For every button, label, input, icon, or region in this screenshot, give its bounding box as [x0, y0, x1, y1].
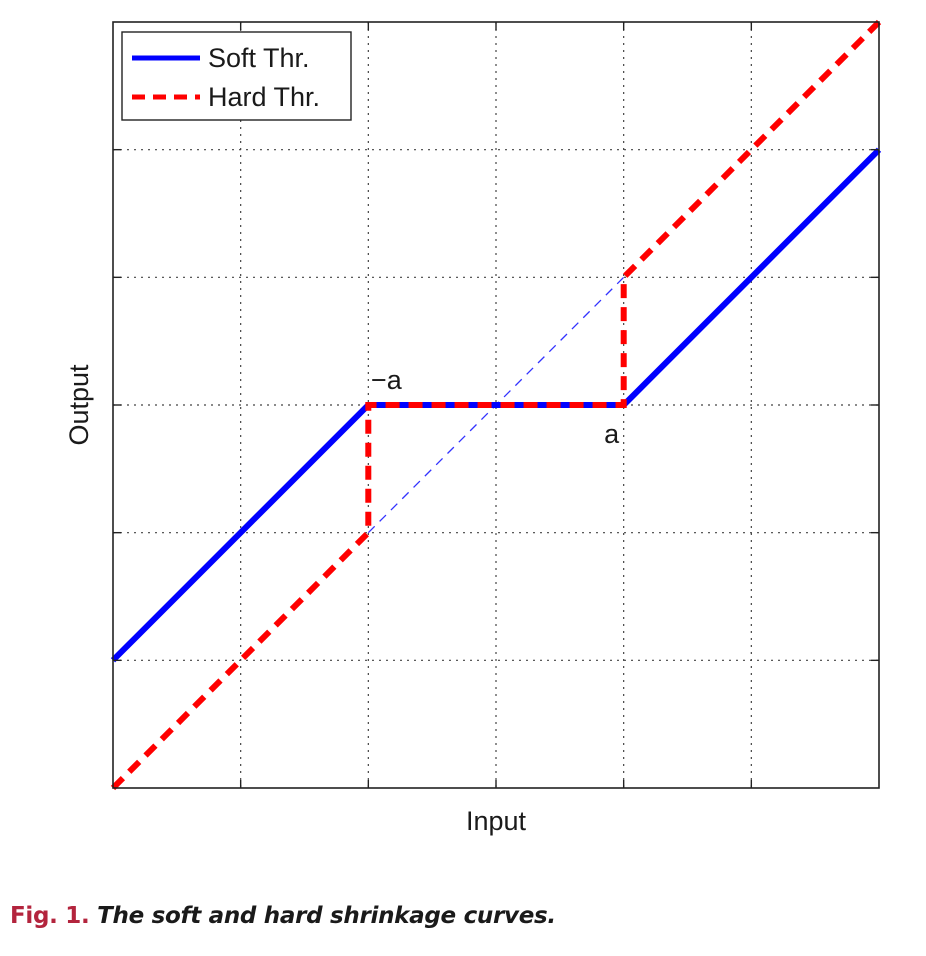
ticks: [113, 22, 879, 788]
caption-text: The soft and hard shrinkage curves.: [97, 903, 556, 929]
annotations: −a a: [371, 365, 620, 449]
series-line-soft: [110, 147, 882, 663]
series-line-hard: [110, 19, 882, 791]
annotation-neg-a: −a: [371, 365, 403, 395]
x-axis-label: Input: [466, 806, 527, 836]
shrinkage-chart: −a a Input Output Soft Thr. Hard Thr.: [64, 19, 882, 836]
figure-caption: Fig. 1. The soft and hard shrinkage curv…: [10, 903, 556, 929]
y-axis-label: Output: [64, 364, 94, 446]
legend-label-soft: Soft Thr.: [208, 43, 310, 73]
series-layer: [110, 19, 882, 791]
annotation-a: a: [604, 419, 620, 449]
legend-box: [121, 31, 352, 121]
legend: Soft Thr. Hard Thr.: [121, 31, 352, 121]
legend-label-hard: Hard Thr.: [208, 82, 320, 112]
caption-prefix: Fig. 1.: [10, 903, 90, 929]
